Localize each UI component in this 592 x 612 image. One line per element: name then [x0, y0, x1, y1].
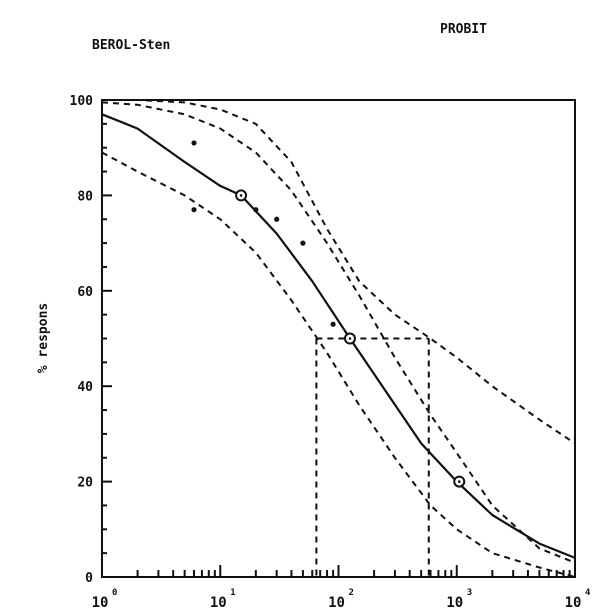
y-tick-label: 0 — [85, 571, 93, 586]
x-tick-base: 10 — [92, 595, 109, 611]
confidence-curve-1 — [101, 101, 576, 564]
circle-marker-center — [239, 194, 243, 197]
point-layer — [191, 140, 336, 327]
reference-lines — [315, 337, 430, 577]
fitted-curve — [101, 113, 576, 559]
circle-marker-center — [348, 337, 352, 340]
series-layer — [101, 99, 576, 578]
x-tick-label: 101 — [210, 588, 236, 611]
x-tick-label: 104 — [565, 588, 591, 611]
x-tick-base: 10 — [446, 595, 463, 611]
x-tick-exponent: 3 — [467, 588, 472, 598]
x-tick-label: 10 3 — [446, 588, 472, 611]
x-tick-label: 10 2 — [328, 588, 354, 611]
method-label: PROBIT — [440, 22, 487, 37]
y-tick-label: 40 — [77, 380, 93, 395]
data-point — [274, 216, 280, 222]
y-tick-label: 20 — [77, 476, 93, 491]
data-point — [191, 207, 197, 213]
x-tick-base: 10 — [210, 595, 227, 611]
circle-marker-center — [457, 480, 461, 483]
x-tick-exponent: 1 — [230, 588, 235, 598]
data-point — [253, 207, 259, 213]
subject-label: BEROL-Sten — [92, 38, 170, 53]
confidence-curve-3 — [102, 99, 576, 445]
data-point — [300, 240, 306, 246]
y-axis: 0 20 40 60 80 100 — [70, 94, 112, 586]
data-point — [191, 140, 197, 146]
y-tick-label: 80 — [77, 189, 93, 204]
x-tick-base: 10 — [565, 595, 582, 611]
x-tick-label: 100 — [92, 588, 118, 611]
x-tick-exponent: 4 — [585, 588, 591, 598]
y-tick-label: 60 — [77, 285, 93, 300]
data-point — [330, 321, 336, 327]
marker-layer — [235, 189, 466, 488]
x-tick-base: 10 — [328, 595, 345, 611]
x-tick-exponent: 0 — [112, 588, 117, 598]
confidence-curve-2 — [101, 151, 576, 578]
x-tick-exponent: 2 — [349, 588, 354, 598]
y-axis-label: % respons — [36, 303, 51, 373]
y-tick-label: 100 — [70, 94, 94, 109]
